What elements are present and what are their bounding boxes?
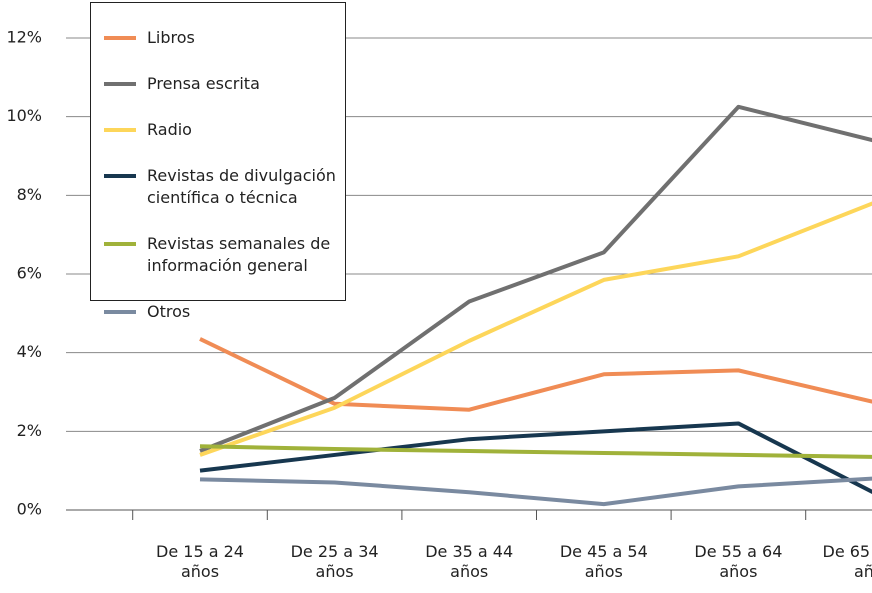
legend-label: Libros (147, 28, 195, 47)
legend: Libros Prensa escrita Radio Revistas de div… (90, 2, 346, 321)
x-tick-label: De 25 a 34 años (291, 542, 379, 581)
legend-label: Otros (147, 302, 190, 321)
y-tick-label: 0% (17, 500, 42, 519)
y-tick-label: 12% (6, 28, 42, 47)
x-tick-label: De 55 a 64 años (694, 542, 782, 581)
series-line (199, 104, 872, 453)
y-tick-label: 6% (17, 264, 42, 283)
y-tick-label: 2% (17, 421, 42, 440)
legend-label: Revistas semanales de información general (147, 234, 330, 275)
series-line (199, 201, 872, 457)
x-tick-label: De 35 a 44 años (425, 542, 513, 581)
series-line (199, 421, 872, 495)
x-tick-label: De 65 y másaños (823, 542, 872, 581)
x-tick-label: De 15 a 24 años (156, 542, 244, 581)
legend-box (90, 2, 346, 301)
x-tick-label: De 45 a 54 años (560, 542, 648, 581)
series-line (199, 337, 872, 412)
legend-label: Prensa escrita (147, 74, 260, 93)
y-tick-label: 10% (6, 106, 42, 125)
series-line (199, 444, 872, 459)
series-line (199, 476, 872, 507)
y-tick-label: 8% (17, 185, 42, 204)
legend-label: Revistas de divulgación científica o técn… (147, 166, 336, 207)
y-tick-label: 4% (17, 342, 42, 361)
legend-label: Radio (147, 120, 192, 139)
